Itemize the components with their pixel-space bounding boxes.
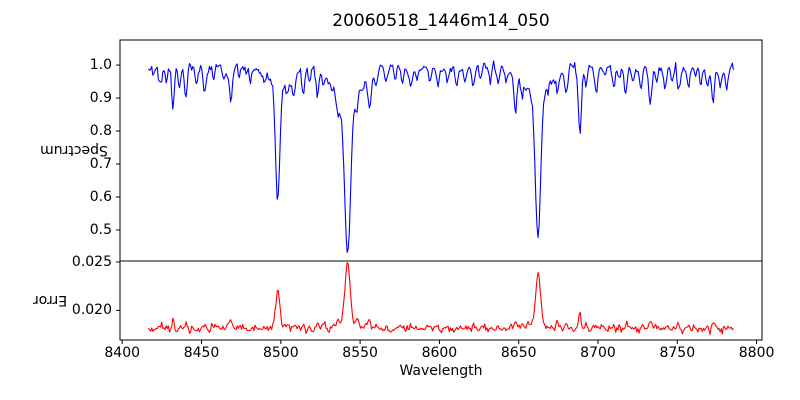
- x-tick-label: 8700: [580, 345, 616, 361]
- x-tick-label: 8500: [262, 345, 299, 361]
- spectrum-y-tick-label: 0.9: [89, 90, 112, 107]
- x-tick-label: 8600: [421, 345, 458, 361]
- x-tick-label: 8650: [500, 345, 537, 361]
- x-tick-label: 8800: [738, 345, 775, 361]
- spectrum-y-tick-label: 0.5: [89, 221, 112, 238]
- x-tick-label: 8400: [104, 345, 141, 361]
- spectrum-y-tick-label: 0.7: [89, 156, 112, 173]
- x-tick-label: 8550: [342, 345, 378, 361]
- error-y-tick-label: 0.025: [71, 253, 112, 270]
- top-panel-frame: [119, 39, 763, 262]
- spectrum-y-tick-label: 0.8: [89, 123, 112, 140]
- bottom-panel-frame: [119, 260, 763, 341]
- error-y-tick-label: 0.020: [71, 302, 112, 319]
- spectrum-y-tick-label: 1.0: [89, 57, 112, 74]
- x-axis-label: Wavelength: [399, 363, 483, 379]
- spectrum-line: [147, 60, 734, 253]
- x-tick-label: 8450: [183, 345, 220, 361]
- spectrum-y-tick-label: 0.6: [89, 189, 112, 205]
- x-tick-label: 8750: [659, 345, 696, 361]
- error-line: [147, 261, 734, 335]
- chart-title: 20060518_1446m14_050: [332, 11, 550, 31]
